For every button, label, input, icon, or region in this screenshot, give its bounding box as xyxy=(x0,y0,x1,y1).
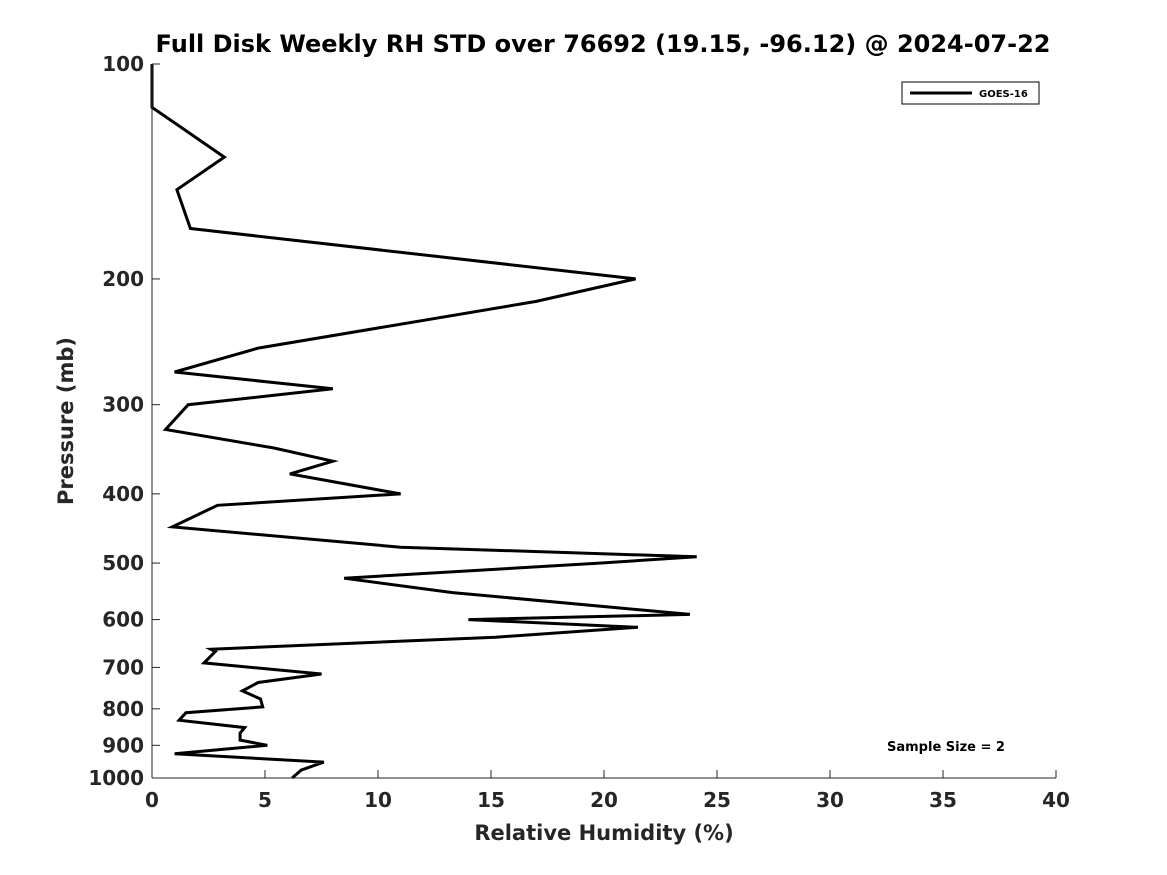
axes: 0 5 10 15 20 25 30 35 40 100 200 300 400 500 600 700 800… xyxy=(88,52,1070,812)
y-tick-label: 900 xyxy=(102,733,144,757)
y-axis-label: Pressure (mb) xyxy=(54,337,78,505)
x-tick-label: 35 xyxy=(929,788,957,812)
y-tick-label: 800 xyxy=(102,697,144,721)
x-tick-label: 30 xyxy=(816,788,844,812)
legend: GOES-16 xyxy=(901,81,1040,105)
y-tick-label: 1000 xyxy=(88,766,144,790)
y-tick-label: 400 xyxy=(102,482,144,506)
x-tick-label: 0 xyxy=(145,788,159,812)
y-tick-label: 600 xyxy=(102,608,144,632)
x-axis-label: Relative Humidity (%) xyxy=(474,821,733,845)
x-tick-label: 10 xyxy=(364,788,392,812)
y-tick-label: 500 xyxy=(102,551,144,575)
x-tick-label: 20 xyxy=(590,788,618,812)
y-tick-label: 100 xyxy=(102,52,144,76)
y-tick-label: 300 xyxy=(102,393,144,417)
x-tick-label: 15 xyxy=(477,788,505,812)
x-tick-label: 40 xyxy=(1042,788,1070,812)
chart-title: Full Disk Weekly RH STD over 76692 (19.1… xyxy=(156,30,1051,58)
sample-size-annotation: Sample Size = 2 xyxy=(887,740,1005,755)
x-tick-label: 5 xyxy=(258,788,272,812)
y-tick-label: 700 xyxy=(102,655,144,679)
legend-label: GOES-16 xyxy=(979,89,1028,100)
plot-area xyxy=(150,64,697,780)
x-tick-label: 25 xyxy=(703,788,731,812)
series-line-goes-16 xyxy=(150,64,697,780)
y-tick-label: 200 xyxy=(102,267,144,291)
